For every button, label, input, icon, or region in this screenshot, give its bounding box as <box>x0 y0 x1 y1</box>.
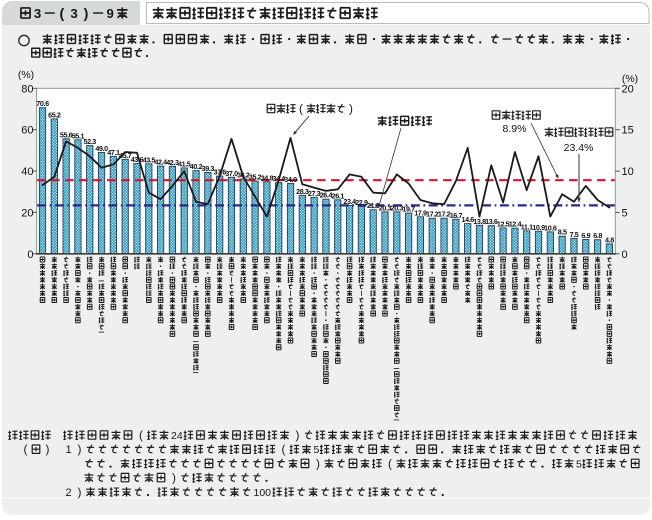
svg-text:0: 0 <box>27 249 33 261</box>
svg-text:20.3: 20.3 <box>391 203 404 212</box>
svg-text:(%): (%) <box>622 73 638 85</box>
svg-text:(: ( <box>388 456 392 470</box>
svg-text:80: 80 <box>21 83 33 95</box>
svg-text:13.8: 13.8 <box>473 217 486 226</box>
svg-text:22.9: 22.9 <box>355 198 368 207</box>
svg-text:5: 5 <box>576 458 582 470</box>
svg-text:42.4: 42.4 <box>154 158 167 167</box>
svg-text:20: 20 <box>622 83 634 95</box>
svg-text:19.7: 19.7 <box>402 205 415 214</box>
svg-text:26.4: 26.4 <box>320 191 333 200</box>
svg-text:): ) <box>316 456 320 470</box>
svg-text:): ) <box>46 442 50 456</box>
svg-text:6.8: 6.8 <box>593 231 602 240</box>
svg-text:65.2: 65.2 <box>48 110 61 119</box>
svg-text:14.6: 14.6 <box>462 215 475 224</box>
svg-text:5: 5 <box>314 444 320 456</box>
svg-text:43.5: 43.5 <box>143 155 156 164</box>
svg-text:4.8: 4.8 <box>605 235 614 244</box>
svg-text:70.6: 70.6 <box>36 99 49 108</box>
svg-text:100: 100 <box>254 487 272 499</box>
svg-text:): ) <box>78 485 82 499</box>
svg-text:55.6: 55.6 <box>60 130 73 139</box>
svg-text:55.1: 55.1 <box>72 131 85 140</box>
svg-text:60: 60 <box>21 125 33 137</box>
svg-text:2: 2 <box>65 487 71 499</box>
svg-text:13.6: 13.6 <box>485 217 498 226</box>
svg-text:42.3: 42.3 <box>166 158 179 167</box>
svg-text:23.4%: 23.4% <box>564 142 594 154</box>
svg-text:8.5: 8.5 <box>558 228 567 237</box>
svg-text:34.8: 34.8 <box>261 173 274 182</box>
svg-text:20.3: 20.3 <box>379 203 392 212</box>
svg-text:10.9: 10.9 <box>532 223 545 232</box>
svg-text:37.6: 37.6 <box>214 168 227 177</box>
svg-text:28.3: 28.3 <box>296 187 309 196</box>
svg-text:17.9: 17.9 <box>414 208 427 217</box>
svg-text:7.5: 7.5 <box>570 230 579 239</box>
svg-text:26.1: 26.1 <box>332 191 345 200</box>
svg-text:): ) <box>349 102 353 116</box>
svg-text:23.4: 23.4 <box>343 197 356 206</box>
svg-text:(: ( <box>24 442 28 456</box>
svg-text:1: 1 <box>65 444 71 456</box>
svg-text:52.3: 52.3 <box>84 137 97 146</box>
svg-text:39.3: 39.3 <box>202 164 215 173</box>
svg-text:40.2: 40.2 <box>190 162 203 171</box>
svg-text:11.1: 11.1 <box>521 222 533 231</box>
svg-text:45.7: 45.7 <box>119 151 132 160</box>
svg-text:8.9%: 8.9% <box>503 123 527 135</box>
svg-text:16.7: 16.7 <box>450 211 463 220</box>
svg-text:12.4: 12.4 <box>509 220 522 229</box>
svg-text:3: 3 <box>70 6 77 21</box>
svg-text:(%): (%) <box>18 69 34 81</box>
svg-text:15: 15 <box>622 125 634 137</box>
svg-text:20: 20 <box>21 207 33 219</box>
svg-text:(: ( <box>282 442 286 456</box>
svg-text:3: 3 <box>34 6 41 21</box>
svg-text:40: 40 <box>21 166 33 178</box>
svg-text:(: ( <box>139 428 143 442</box>
svg-text:10: 10 <box>622 166 634 178</box>
svg-text:): ) <box>84 6 89 22</box>
svg-text:43.6: 43.6 <box>131 155 144 164</box>
svg-text:0: 0 <box>622 249 628 261</box>
svg-text:5: 5 <box>622 207 628 219</box>
svg-text:41.5: 41.5 <box>178 159 191 168</box>
svg-text:17.2: 17.2 <box>426 210 439 219</box>
svg-text:24: 24 <box>171 430 183 442</box>
svg-text:34.4: 34.4 <box>273 174 286 183</box>
svg-text:36.2: 36.2 <box>237 170 250 179</box>
svg-text:37.0: 37.0 <box>225 169 238 178</box>
svg-text:17.2: 17.2 <box>438 210 451 219</box>
svg-text:21.3: 21.3 <box>367 201 380 210</box>
svg-text:47.1: 47.1 <box>107 148 120 157</box>
svg-text:): ) <box>296 428 300 442</box>
svg-text:12.5: 12.5 <box>497 219 510 228</box>
svg-text:35.2: 35.2 <box>249 173 262 182</box>
svg-text:9: 9 <box>107 6 114 21</box>
svg-text:49.0: 49.0 <box>95 144 108 153</box>
svg-text:(: ( <box>299 102 303 116</box>
svg-text:(: ( <box>60 6 65 22</box>
svg-text:6.9: 6.9 <box>581 231 590 240</box>
svg-text:): ) <box>172 471 176 485</box>
svg-text:27.3: 27.3 <box>308 189 321 198</box>
svg-text:): ) <box>78 442 82 456</box>
svg-text:10.6: 10.6 <box>544 223 557 232</box>
svg-text:34.0: 34.0 <box>284 175 297 184</box>
